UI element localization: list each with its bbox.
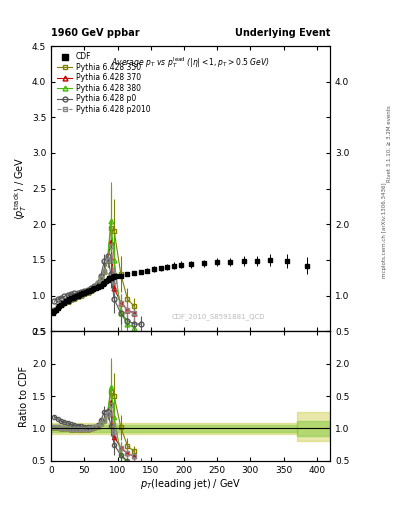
Text: CDF_2010_S8591881_QCD: CDF_2010_S8591881_QCD: [172, 313, 265, 320]
Text: 1960 GeV ppbar: 1960 GeV ppbar: [51, 28, 140, 38]
Text: Underlying Event: Underlying Event: [235, 28, 330, 38]
Text: Average $p_T$ vs $p_T^{\rm lead}$ ($|\eta| < 1, p_T > 0.5$ GeV): Average $p_T$ vs $p_T^{\rm lead}$ ($|\et…: [111, 55, 270, 70]
Legend: CDF, Pythia 6.428 350, Pythia 6.428 370, Pythia 6.428 380, Pythia 6.428 p0, Pyth: CDF, Pythia 6.428 350, Pythia 6.428 370,…: [55, 50, 152, 116]
Text: mcplots.cern.ch [arXiv:1306.3436]: mcplots.cern.ch [arXiv:1306.3436]: [382, 183, 387, 278]
Y-axis label: Ratio to CDF: Ratio to CDF: [19, 366, 29, 426]
Text: Rivet 3.1.10, ≥ 3.2M events: Rivet 3.1.10, ≥ 3.2M events: [387, 105, 392, 182]
X-axis label: $p_T$(leading jet) / GeV: $p_T$(leading jet) / GeV: [140, 477, 241, 492]
Y-axis label: $\langle p_T^{\rm track} \rangle$ / GeV: $\langle p_T^{\rm track} \rangle$ / GeV: [12, 157, 29, 221]
